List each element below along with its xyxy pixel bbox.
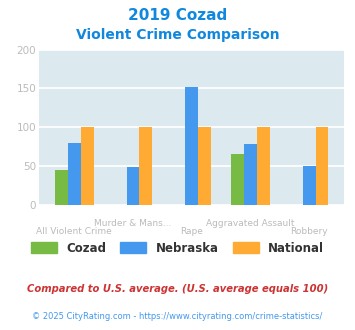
Bar bbox=[198, 127, 211, 205]
Legend: Cozad, Nebraska, National: Cozad, Nebraska, National bbox=[31, 242, 324, 255]
Bar bbox=[68, 143, 81, 205]
Text: Rape: Rape bbox=[180, 227, 203, 236]
Bar bbox=[81, 127, 94, 205]
Text: 2019 Cozad: 2019 Cozad bbox=[128, 8, 227, 23]
Bar bbox=[185, 87, 198, 205]
Bar bbox=[55, 171, 68, 205]
Text: Violent Crime Comparison: Violent Crime Comparison bbox=[76, 28, 279, 42]
Bar bbox=[231, 154, 244, 205]
Bar bbox=[140, 127, 152, 205]
Text: Compared to U.S. average. (U.S. average equals 100): Compared to U.S. average. (U.S. average … bbox=[27, 284, 328, 294]
Text: All Violent Crime: All Violent Crime bbox=[37, 227, 112, 236]
Text: Robbery: Robbery bbox=[290, 227, 328, 236]
Bar bbox=[244, 144, 257, 205]
Text: Murder & Mans...: Murder & Mans... bbox=[94, 219, 172, 228]
Bar bbox=[257, 127, 270, 205]
Bar bbox=[303, 166, 316, 205]
Bar bbox=[126, 167, 140, 205]
Bar bbox=[316, 127, 328, 205]
Text: Aggravated Assault: Aggravated Assault bbox=[206, 219, 295, 228]
Text: © 2025 CityRating.com - https://www.cityrating.com/crime-statistics/: © 2025 CityRating.com - https://www.city… bbox=[32, 312, 323, 321]
